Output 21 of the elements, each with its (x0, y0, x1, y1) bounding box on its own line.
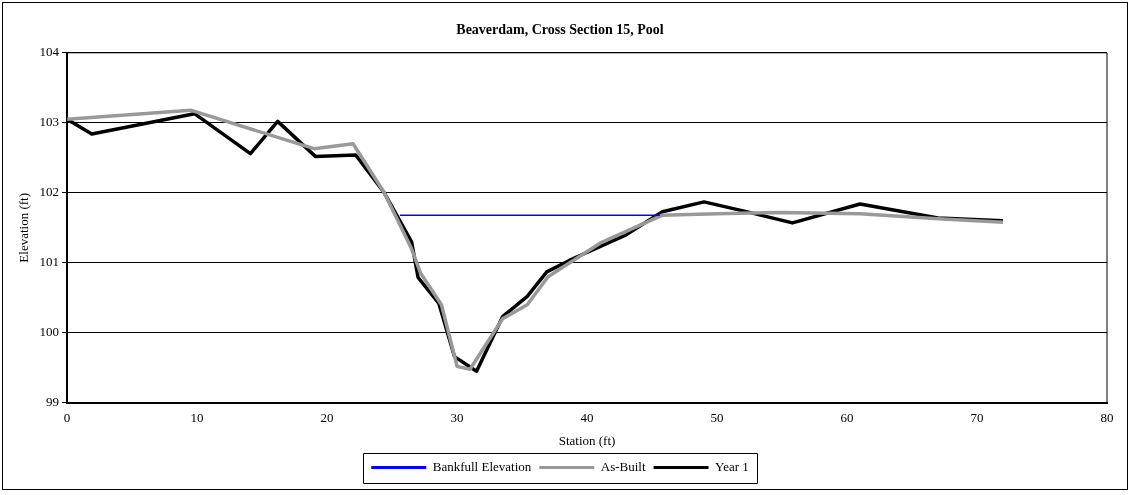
x-axis-title: Station (ft) (558, 432, 616, 448)
y-tick-label: 101 (39, 254, 60, 270)
y-tick-label: 104 (39, 44, 60, 60)
x-tick-label: 60 (840, 410, 854, 426)
y-tick-label: 100 (39, 324, 60, 340)
x-tick-label: 70 (970, 410, 984, 426)
x-tick-label: 80 (1100, 410, 1114, 426)
chart-title: Beaverdam, Cross Section 15, Pool (456, 22, 664, 38)
x-tick-label: 10 (190, 410, 204, 426)
y-tick-label: 99 (46, 394, 60, 410)
y-tick-label: 103 (39, 114, 60, 130)
legend-label: Bankfull Elevation (432, 458, 532, 474)
legend-label: As-Built (600, 458, 646, 474)
x-tick-label: 50 (710, 410, 724, 426)
legend-label: Year 1 (715, 458, 749, 474)
x-tick-label: 20 (320, 410, 334, 426)
x-tick-label: 40 (580, 410, 594, 426)
x-tick-label: 30 (450, 410, 464, 426)
y-axis-title: Elevation (ft) (16, 192, 32, 263)
x-tick-label: 0 (63, 410, 71, 426)
y-tick-label: 102 (39, 184, 60, 200)
